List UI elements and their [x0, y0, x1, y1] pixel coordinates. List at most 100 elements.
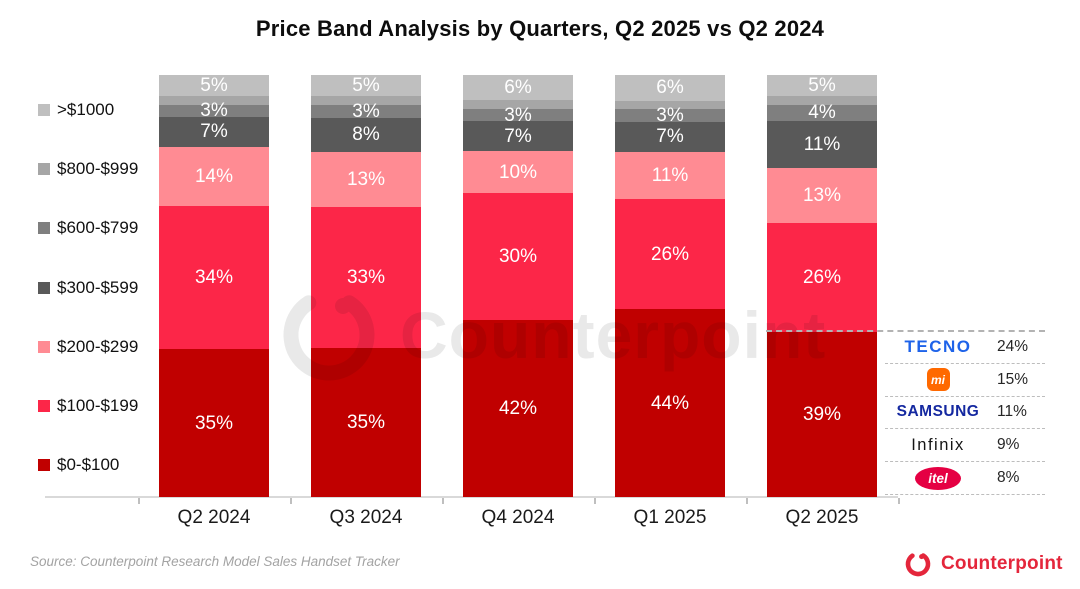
- brand-logo-cell: TECNO: [885, 337, 991, 357]
- bar-segment-q3-2024-800-999: [311, 96, 421, 105]
- bar-value-label: 5%: [808, 75, 836, 97]
- legend-label: $800-$999: [57, 159, 139, 179]
- legend-label: $600-$799: [57, 218, 139, 238]
- x-axis-tick: [290, 498, 292, 504]
- bar-segment-q2-2024-600-799: 3%: [159, 100, 269, 122]
- x-axis-label-q2-2025: Q2 2025: [785, 507, 859, 528]
- brand-row-tecno: TECNO 24%: [885, 331, 1045, 364]
- legend-item-1000: >$1000: [38, 100, 114, 120]
- bar-segment-q4-2024-1000: 6%: [463, 75, 573, 101]
- brand-logo-cell: SAMSUNG: [885, 403, 991, 421]
- x-axis-tick: [746, 498, 748, 504]
- brand-logo-cell: itel: [885, 466, 991, 490]
- bar-segment-q3-2024-200-299: 13%: [311, 151, 421, 208]
- legend-swatch-1000: [38, 104, 50, 116]
- bar-value-label: 10%: [498, 161, 538, 183]
- legend-label: $100-$199: [57, 396, 139, 415]
- brand-share-table: TECNO 24% mi 15% SAMSUNG 11% Infinix 9% itel 8%: [885, 331, 1045, 495]
- callout-leader-line: [766, 330, 1045, 332]
- bar-segment-q1-2025-100-199: 26%: [615, 198, 725, 310]
- x-axis-tick: [442, 498, 444, 504]
- bar-segment-q1-2025-600-799: 3%: [615, 104, 725, 126]
- brand-share-value: 9%: [997, 436, 1020, 454]
- brand-row-itel: itel 8%: [885, 462, 1045, 495]
- bar-segment-q4-2024-100-199: 30%: [463, 193, 573, 320]
- legend-item-0-100: $0-$100: [38, 455, 119, 475]
- counterpoint-logo-text: Counterpoint: [941, 553, 1063, 574]
- bar-value-label: 4%: [808, 102, 836, 124]
- x-axis-label-q3-2024: Q3 2024: [329, 507, 403, 528]
- bar-value-label: 3%: [504, 104, 532, 126]
- brand-logo-infinix: Infinix: [911, 435, 965, 454]
- bar-value-label: 7%: [504, 125, 532, 147]
- bar-value-label: 8%: [352, 124, 380, 146]
- bar-segment-q4-2024-300-599: 7%: [463, 121, 573, 151]
- bar-segment-q3-2024-0-100: 35%: [311, 347, 421, 497]
- legend-item-300-599: $300-$599: [38, 278, 138, 298]
- legend-label: $300-$599: [57, 277, 139, 297]
- bar-segment-q1-2025-300-599: 7%: [615, 121, 725, 152]
- bar-segment-q3-2024-300-599: 8%: [311, 117, 421, 152]
- bar-value-label: 35%: [194, 412, 234, 434]
- brand-logo-xiaomi: mi: [926, 368, 950, 392]
- x-axis-label-q1-2025: Q1 2025: [633, 507, 707, 528]
- x-axis-tick: [898, 498, 900, 504]
- chart-title: Price Band Analysis by Quarters, Q2 2025…: [255, 16, 825, 41]
- brand-logo-tecno: TECNO: [904, 336, 972, 356]
- bar-value-label: 3%: [200, 100, 228, 122]
- legend-swatch-0-100: [38, 459, 50, 472]
- bar-segment-q4-2024-600-799: 3%: [463, 104, 573, 126]
- bar-value-label: 44%: [650, 392, 690, 414]
- bar-segment-q3-2024-600-799: 3%: [311, 102, 421, 121]
- legend-item-600-799: $600-$799: [38, 218, 138, 238]
- legend-item-200-299: $200-$299: [38, 337, 138, 357]
- bar-segment-q1-2025-1000: 6%: [615, 75, 725, 101]
- legend-item-100-199: $100-$199: [38, 396, 138, 416]
- bar-segment-q2-2024-300-599: 7%: [159, 117, 269, 147]
- bar-segment-q2-2025-600-799: 4%: [767, 102, 877, 124]
- legend-label: $0-$100: [57, 455, 120, 475]
- bar-value-label: 3%: [656, 104, 684, 126]
- bar-value-label: 7%: [200, 121, 228, 143]
- bar-segment-q3-2024-100-199: 33%: [311, 207, 421, 348]
- bar-value-label: 35%: [346, 411, 386, 433]
- x-axis-label-q2-2024: Q2 2024: [177, 507, 251, 528]
- bar-value-label: 5%: [352, 75, 380, 97]
- source-note: Source: Counterpoint Research Model Sale…: [30, 554, 400, 569]
- counterpoint-logo-icon: [905, 551, 931, 577]
- brand-share-value: 24%: [997, 337, 1029, 355]
- bar-segment-q4-2024-200-299: 10%: [463, 150, 573, 194]
- brand-row-samsung: SAMSUNG 11%: [885, 397, 1045, 430]
- bar-segment-q2-2024-100-199: 34%: [159, 205, 269, 350]
- bar-segment-q2-2024-1000: 5%: [159, 75, 269, 97]
- bar-segment-q2-2024-0-100: 35%: [159, 349, 269, 497]
- bar-value-label: 42%: [498, 397, 538, 419]
- bar-segment-q4-2024-0-100: 42%: [463, 319, 573, 497]
- legend-label: $200-$299: [57, 336, 139, 356]
- brand-row-xiaomi: mi 15%: [885, 364, 1045, 397]
- bar-segment-q2-2025-200-299: 13%: [767, 167, 877, 223]
- x-axis-tick: [138, 498, 140, 504]
- bar-value-label: 33%: [346, 266, 386, 288]
- legend-swatch-100-199: [38, 400, 50, 412]
- brand-share-value: 11%: [997, 403, 1027, 421]
- bar-value-label: 7%: [656, 126, 684, 148]
- x-axis-label-q4-2024: Q4 2024: [481, 507, 555, 528]
- bar-value-label: 6%: [504, 77, 532, 99]
- bar-segment-q2-2025-1000: 5%: [767, 75, 877, 97]
- brand-logo-itel: itel: [915, 466, 961, 490]
- bar-segment-q2-2024-200-299: 14%: [159, 146, 269, 206]
- bar-value-label: 11%: [803, 134, 841, 156]
- bar-segment-q4-2024-800-999: [463, 100, 573, 109]
- x-axis-line: [45, 496, 898, 498]
- bar-segment-q1-2025-800-999: [615, 100, 725, 110]
- legend-swatch-200-299: [38, 340, 50, 353]
- brand-share-value: 15%: [997, 370, 1029, 388]
- bar-value-label: 39%: [802, 404, 842, 426]
- brand-share-value: 8%: [997, 469, 1020, 487]
- legend-swatch-300-599: [38, 281, 50, 294]
- brand-logo-cell: Infinix: [885, 436, 991, 455]
- legend-label: >$1000: [57, 100, 115, 119]
- legend-item-800-999: $800-$999: [38, 159, 138, 179]
- bar-value-label: 26%: [802, 267, 842, 289]
